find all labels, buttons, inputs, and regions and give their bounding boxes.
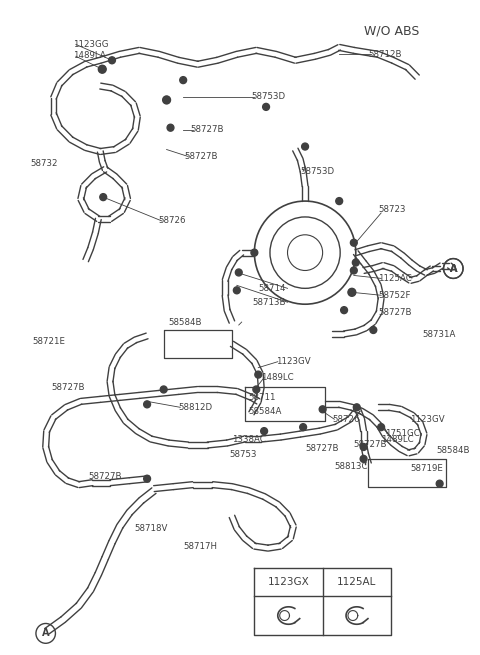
Circle shape: [352, 259, 359, 266]
Circle shape: [108, 57, 115, 64]
Text: 58727B: 58727B: [190, 125, 224, 134]
Text: 58711: 58711: [249, 393, 276, 402]
Text: 58719E: 58719E: [410, 464, 443, 474]
Text: 58752F: 58752F: [378, 291, 411, 300]
Text: 58812D: 58812D: [178, 403, 213, 412]
Text: 58714: 58714: [258, 284, 286, 293]
Circle shape: [144, 476, 151, 482]
Circle shape: [350, 267, 357, 274]
Text: W/O ABS: W/O ABS: [363, 24, 419, 37]
Circle shape: [253, 386, 260, 393]
Text: A: A: [42, 628, 49, 639]
Circle shape: [378, 424, 384, 430]
Circle shape: [235, 269, 242, 276]
Text: 58584A: 58584A: [249, 407, 282, 416]
Circle shape: [167, 124, 174, 131]
Circle shape: [350, 239, 357, 246]
Circle shape: [99, 66, 106, 73]
Circle shape: [319, 406, 326, 413]
Circle shape: [263, 103, 269, 110]
Text: 58723: 58723: [378, 204, 406, 214]
Text: 58753D: 58753D: [252, 92, 286, 102]
Text: 1123GV: 1123GV: [276, 357, 311, 366]
Text: 58584B: 58584B: [168, 318, 202, 327]
Text: 58731A: 58731A: [422, 330, 456, 339]
Text: 1489LC: 1489LC: [381, 434, 414, 443]
Circle shape: [436, 480, 443, 487]
Circle shape: [348, 289, 355, 296]
Text: 58713B: 58713B: [252, 298, 286, 307]
Text: 1125AC: 1125AC: [378, 274, 412, 283]
Text: 1489LC: 1489LC: [261, 373, 294, 382]
Circle shape: [100, 194, 107, 200]
Text: 58727B: 58727B: [51, 383, 85, 392]
Text: 58726: 58726: [332, 415, 360, 424]
Text: 1123GX: 1123GX: [268, 577, 310, 587]
Text: 58813C: 58813C: [335, 462, 368, 472]
Circle shape: [261, 428, 267, 434]
Circle shape: [370, 326, 377, 333]
Text: 1123GV: 1123GV: [410, 415, 445, 424]
Circle shape: [144, 401, 151, 408]
Circle shape: [160, 386, 167, 393]
Text: 58727B: 58727B: [89, 472, 122, 481]
Circle shape: [301, 143, 309, 150]
Text: 1751GC: 1751GC: [385, 428, 420, 438]
Text: 58727B: 58727B: [184, 152, 217, 161]
Text: 58732: 58732: [30, 159, 58, 168]
Circle shape: [180, 77, 187, 84]
Text: A: A: [450, 263, 457, 274]
Circle shape: [353, 404, 360, 411]
Circle shape: [360, 443, 367, 451]
Text: 58727B: 58727B: [305, 445, 338, 453]
Circle shape: [251, 249, 258, 256]
Circle shape: [163, 96, 170, 103]
Text: 1125AL: 1125AL: [337, 577, 376, 587]
Text: 58712B: 58712B: [369, 50, 402, 59]
Text: 1489LA: 1489LA: [73, 51, 106, 60]
Text: 58717H: 58717H: [183, 542, 217, 551]
Text: 1338AC: 1338AC: [232, 434, 266, 443]
Circle shape: [336, 198, 343, 204]
Text: 58726: 58726: [159, 216, 186, 225]
Circle shape: [360, 455, 367, 462]
Text: 58721E: 58721E: [32, 337, 65, 346]
Text: 58753: 58753: [229, 451, 256, 459]
Text: 1123GG: 1123GG: [73, 40, 108, 49]
Circle shape: [341, 307, 348, 314]
Text: 58753D: 58753D: [300, 167, 335, 176]
Text: 58584B: 58584B: [437, 447, 470, 455]
Circle shape: [233, 287, 240, 294]
Text: 58727B: 58727B: [378, 308, 412, 316]
Text: 58727B: 58727B: [354, 440, 387, 449]
Text: A: A: [450, 263, 457, 274]
Circle shape: [255, 371, 262, 378]
Text: 58718V: 58718V: [134, 524, 168, 533]
Circle shape: [300, 424, 307, 430]
